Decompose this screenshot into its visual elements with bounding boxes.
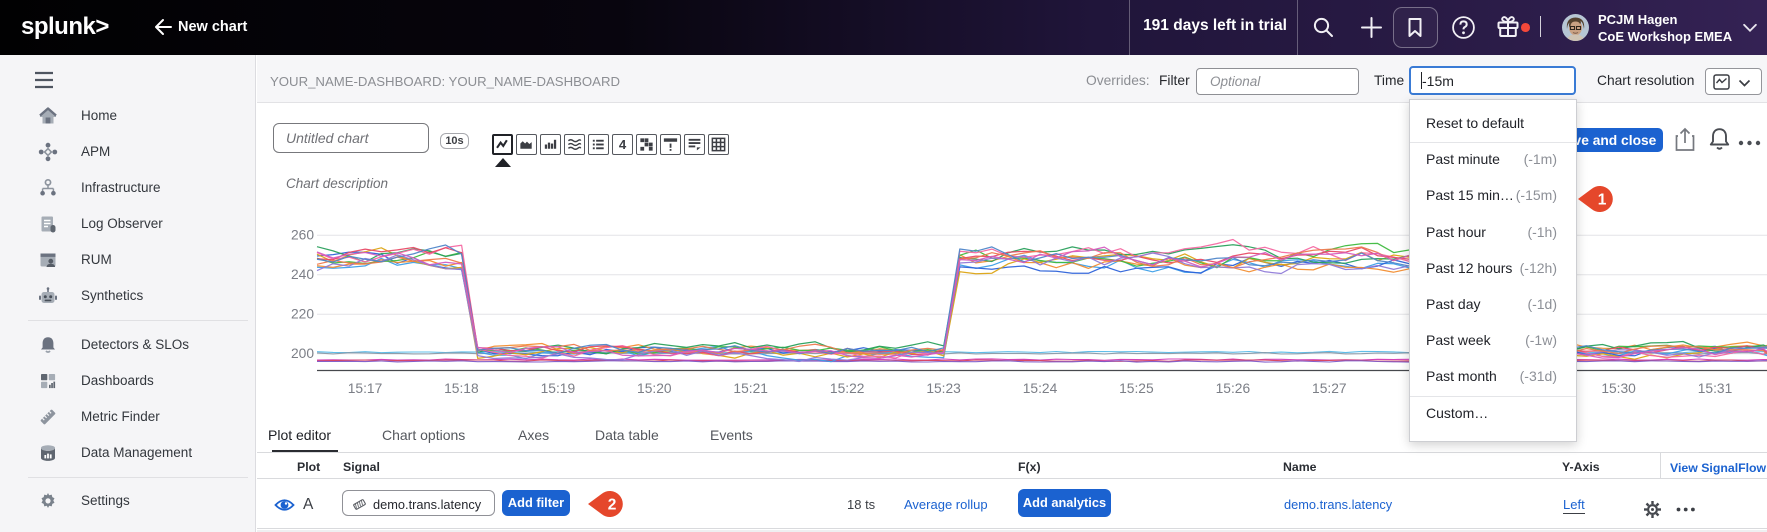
svg-text:4: 4 <box>619 137 627 152</box>
svg-text:15:20: 15:20 <box>637 381 672 396</box>
svg-text:220: 220 <box>291 307 314 322</box>
svg-text:15:31: 15:31 <box>1698 381 1733 396</box>
svg-text:15:19: 15:19 <box>541 381 576 396</box>
svg-text:260: 260 <box>291 228 314 243</box>
svg-text:15:24: 15:24 <box>1023 381 1058 396</box>
svg-text:1: 1 <box>1598 191 1607 208</box>
svg-text:15:25: 15:25 <box>1119 381 1154 396</box>
svg-text:200: 200 <box>291 346 314 361</box>
svg-text:15:18: 15:18 <box>444 381 479 396</box>
svg-text:15:27: 15:27 <box>1312 381 1347 396</box>
svg-text:15:30: 15:30 <box>1601 381 1636 396</box>
svg-text:240: 240 <box>291 267 314 282</box>
svg-text:15:26: 15:26 <box>1216 381 1251 396</box>
svg-text:15:23: 15:23 <box>926 381 961 396</box>
svg-text:2: 2 <box>608 496 617 513</box>
svg-text:15:17: 15:17 <box>348 381 383 396</box>
svg-text:15:21: 15:21 <box>733 381 768 396</box>
svg-text:15:22: 15:22 <box>830 381 865 396</box>
